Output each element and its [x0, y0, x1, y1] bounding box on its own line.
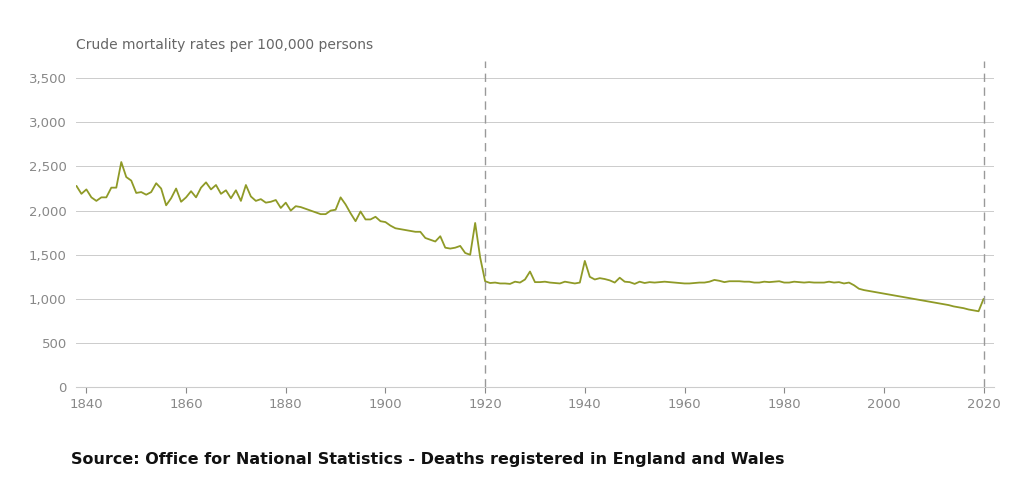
Text: Crude mortality rates per 100,000 persons: Crude mortality rates per 100,000 person…: [76, 38, 374, 52]
Text: Source: Office for National Statistics - Deaths registered in England and Wales: Source: Office for National Statistics -…: [71, 452, 785, 467]
